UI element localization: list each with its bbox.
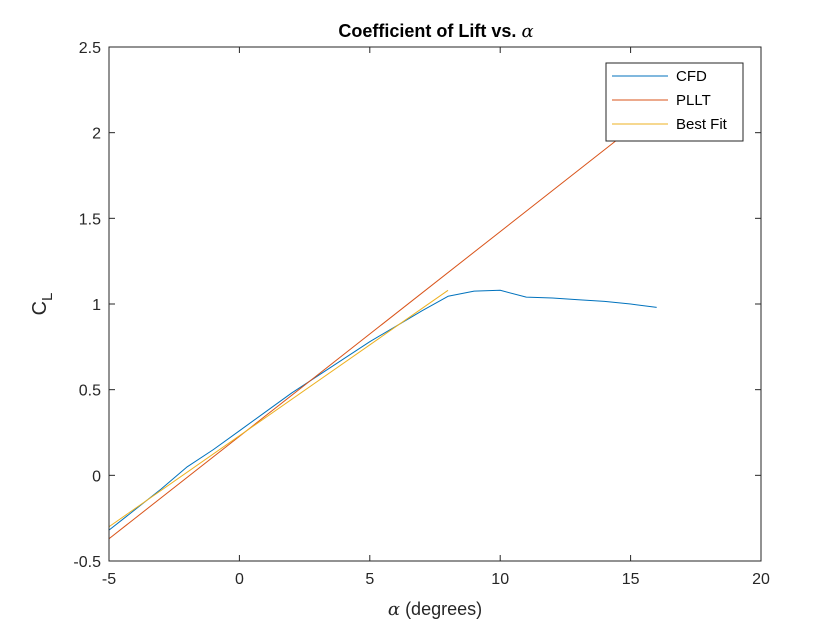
y-axis-label-subscript: L [39,293,56,301]
y-ticks: -0.5 0 0.5 1 1.5 2 2.5 [73,40,761,571]
x-tick-label: 0 [235,571,244,588]
x-tick-label: -5 [102,571,116,588]
chart-title-text: Coefficient of Lift vs. [338,21,516,41]
legend-label-pllt: PLLT [676,92,711,109]
x-tick-label: 5 [365,571,374,588]
y-tick-label: 1.5 [79,211,101,228]
series-lines [108,128,657,540]
x-ticks: -5 0 5 10 15 20 [102,47,770,588]
legend: CFD PLLT Best Fit [605,62,744,142]
series-line-best-fit [108,289,449,528]
x-axis-label-text: (degrees) [405,599,482,619]
legend-label-best-fit: Best Fit [676,116,728,133]
chart-title-symbol: α [521,21,533,42]
y-tick-label: 2.5 [79,40,101,57]
legend-label-cfd: CFD [676,68,707,85]
x-axis-label-symbol: α [388,599,400,620]
y-tick-label: 0.5 [79,383,101,400]
y-tick-label: 2 [92,126,101,143]
svg-text:CL: CL [29,293,56,316]
series-line-pllt [108,128,631,540]
y-tick-label: 1 [92,297,101,314]
y-axis-label: CL [29,293,56,316]
legend-items: CFD PLLT Best Fit [612,68,728,133]
y-tick-label: 0 [92,468,101,485]
x-tick-label: 10 [491,571,509,588]
y-tick-label: -0.5 [73,554,101,571]
x-tick-label: 15 [622,571,640,588]
x-tick-label: 20 [752,571,770,588]
y-axis-label-text: C [29,301,51,315]
series-line-cfd [108,289,657,531]
chart-title: Coefficient of Lift vs. α [338,21,533,42]
x-axis-label: α (degrees) [388,599,482,620]
